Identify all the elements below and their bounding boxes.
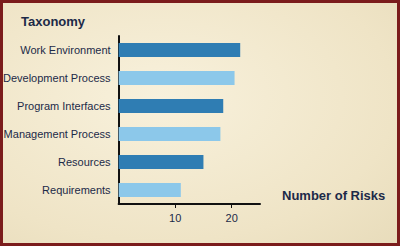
svg-text:Program Interfaces: Program Interfaces	[17, 100, 111, 112]
svg-text:Work Environment: Work Environment	[20, 44, 110, 56]
svg-text:20: 20	[226, 212, 238, 224]
svg-text:Requirements: Requirements	[42, 184, 111, 196]
svg-text:Management Process: Management Process	[4, 128, 111, 140]
svg-text:Taxonomy: Taxonomy	[21, 14, 86, 29]
svg-text:Resources: Resources	[58, 156, 111, 168]
svg-text:Development Process: Development Process	[3, 72, 111, 84]
svg-text:Number of Risks: Number of Risks	[282, 188, 385, 203]
svg-text:10: 10	[169, 212, 181, 224]
